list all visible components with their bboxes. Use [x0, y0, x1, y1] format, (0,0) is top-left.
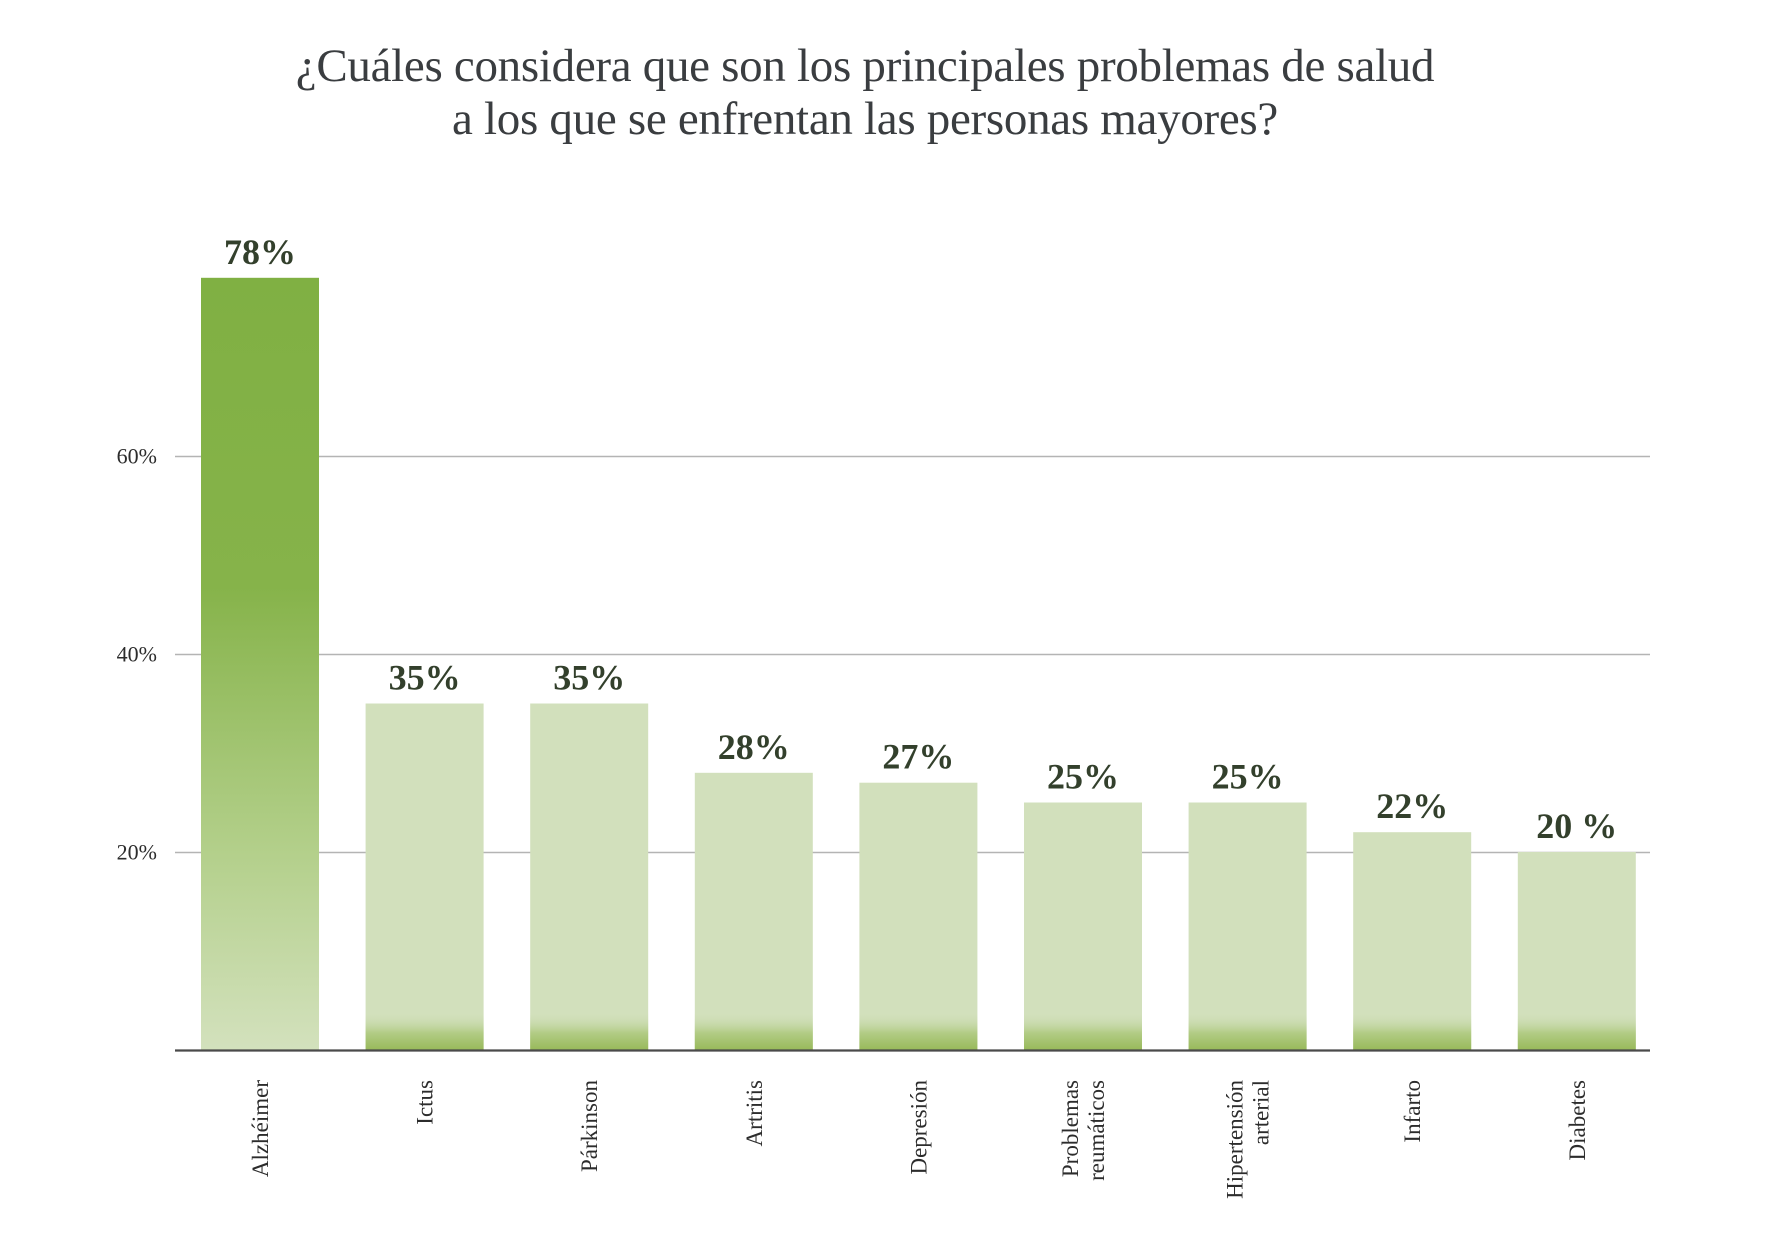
category-label-line: Infarto	[1400, 1080, 1425, 1143]
bar-base-shade-3	[530, 1012, 649, 1050]
y-tick-label: 60%	[117, 444, 157, 469]
category-label-line: Ictus	[413, 1080, 438, 1125]
bar-5	[859, 782, 978, 1050]
bar-1	[201, 277, 319, 1050]
bar-base-shade-5	[859, 1012, 978, 1050]
value-label: 35%	[553, 658, 625, 698]
bar-base-shade-7	[1188, 1012, 1307, 1050]
category-label-line: Diabetes	[1565, 1080, 1590, 1161]
value-label: 28%	[718, 727, 790, 767]
category-label: Infarto	[1400, 1080, 1425, 1143]
category-label: Alzhéimer	[248, 1080, 273, 1177]
category-label-line: arterial	[1249, 1080, 1274, 1145]
category-label-line: Alzhéimer	[248, 1080, 273, 1177]
bar-2	[365, 703, 484, 1050]
value-label: 25%	[1047, 757, 1119, 797]
bar-base-shade-6	[1024, 1012, 1142, 1050]
value-label: 78%	[224, 232, 296, 272]
bar-base-shade-8	[1353, 1012, 1472, 1050]
bars	[201, 277, 1636, 1050]
category-label: Hipertensión arterial	[1223, 1080, 1274, 1199]
value-label: 25%	[1212, 757, 1284, 797]
value-label: 22%	[1376, 786, 1448, 826]
chart-title-line-1: ¿Cuáles considera que son los principale…	[295, 40, 1435, 92]
bar-base-shade-4	[694, 1012, 813, 1050]
bar-base-shade-2	[365, 1012, 484, 1050]
category-labels: Alzhéimer Ictus Párkinson Artritis Depresión…	[248, 1080, 1590, 1199]
chart-title-line-2: a los que se enfrentan las personas mayo…	[452, 93, 1278, 145]
category-label-line: reumáticos	[1084, 1080, 1109, 1181]
category-label: Artritis	[742, 1080, 767, 1146]
y-axis: 20% 40% 60%	[117, 444, 157, 865]
bar-7	[1188, 802, 1307, 1050]
category-label-line: Párkinson	[577, 1080, 602, 1173]
value-label: 20 %	[1536, 806, 1617, 846]
chart-title: ¿Cuáles considera que son los principale…	[0, 40, 1730, 146]
category-label-line: Hipertensión	[1223, 1080, 1248, 1199]
bar-4	[694, 772, 813, 1050]
category-label-line: Depresión	[906, 1080, 931, 1175]
y-tick-label: 40%	[117, 642, 157, 667]
value-labels: 78% 35% 35% 28% 27% 25% 25% 22% 20 %	[224, 232, 1617, 846]
bar-base-shade-9	[1517, 1012, 1636, 1050]
category-label: Ictus	[413, 1080, 438, 1125]
category-label-line: Artritis	[742, 1080, 767, 1146]
bar-6	[1024, 802, 1142, 1050]
category-label: Diabetes	[1565, 1080, 1590, 1161]
category-label: Depresión	[906, 1080, 931, 1175]
value-label: 27%	[882, 737, 954, 777]
value-label: 35%	[389, 658, 461, 698]
y-tick-label: 20%	[117, 840, 157, 865]
category-label: Párkinson	[577, 1080, 602, 1173]
category-label: Problemas reumáticos	[1058, 1080, 1109, 1181]
category-label-line: Problemas	[1058, 1080, 1083, 1177]
bar-3	[530, 703, 649, 1050]
